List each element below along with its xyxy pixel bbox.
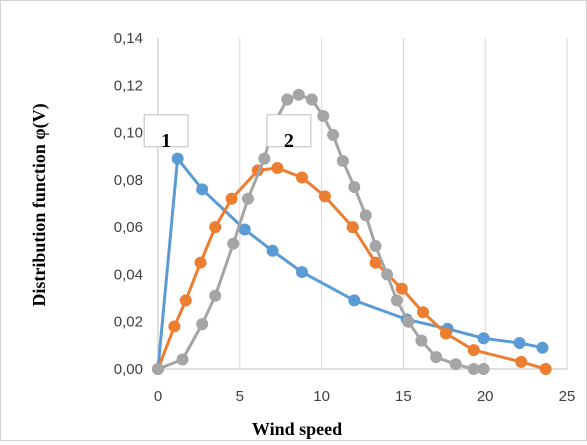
axes [157,38,567,370]
data-point [171,152,184,165]
data-point [467,363,480,375]
data-point [168,320,181,333]
x-tick-label: 5 [236,388,244,405]
data-point [536,341,549,354]
data-point [196,183,209,196]
x-tick-label: 0 [154,388,162,405]
data-point [176,353,189,366]
data-point [227,237,240,250]
data-point [241,192,254,205]
data-point [225,192,238,205]
y-tick-label: 0,08 [114,172,143,189]
y-tick-labels: 0,00 0,02 0,04 0,06 0,08 0,10 0,12 0,14 [114,30,143,378]
series-1 [152,152,549,375]
data-point [179,294,192,307]
data-point [369,240,382,253]
x-tick-labels: 0 5 10 15 20 25 [154,388,576,405]
data-point [281,93,294,106]
x-tick-label: 10 [313,388,330,405]
data-point [359,209,372,222]
data-point [295,171,308,184]
y-tick-label: 0,12 [114,77,143,94]
data-point [439,327,452,340]
series-line [157,93,484,371]
annotation-2: 2 [266,114,312,152]
data-point [417,306,430,319]
data-point [336,154,349,167]
annotation-1: 1 [143,114,189,152]
data-point [152,363,164,375]
data-point [515,355,528,368]
data-point [415,334,428,347]
data-point [305,93,318,106]
y-tick-label: 0,04 [114,266,143,283]
y-axis-title: Distribution function φ(V) [29,103,50,306]
data-point [395,282,408,295]
data-point [513,336,526,349]
data-point [381,268,394,281]
data-point [317,110,330,123]
x-axis-title: Wind speed [252,419,342,439]
data-point [209,289,222,302]
data-point [477,332,490,345]
y-tick-label: 0,00 [114,361,143,378]
series-2 [152,162,552,375]
data-point [348,180,361,193]
annotation-label: 2 [284,130,294,152]
x-tick-label: 25 [559,388,576,405]
data-point [238,223,251,236]
data-point [327,128,340,141]
data-point [209,221,222,234]
data-point [194,256,207,269]
x-tick-label: 15 [395,388,412,405]
y-tick-label: 0,02 [114,314,143,331]
data-point [196,318,209,331]
data-point [467,344,480,357]
series-line [156,157,543,370]
annotation-box [266,114,312,148]
annotation-label: 1 [161,130,171,152]
data-point [271,162,284,175]
data-point [390,294,403,307]
data-point [258,152,271,165]
data-point [292,88,305,101]
data-point [295,266,308,279]
data-point [318,190,331,203]
data-point [402,315,415,328]
data-point [539,363,552,375]
data-point [266,244,279,257]
y-tick-label: 0,10 [114,125,143,142]
data-point [369,256,382,269]
data-point [477,363,490,375]
data-point [346,221,359,234]
x-tick-label: 20 [477,388,494,405]
data-point [430,351,443,364]
data-point [449,358,462,371]
data-point [348,294,361,307]
series-layer [152,88,552,375]
annotation-box [143,114,189,148]
y-tick-label: 0,06 [114,219,143,236]
y-tick-label: 0,14 [114,30,143,47]
series-3 [152,88,490,375]
